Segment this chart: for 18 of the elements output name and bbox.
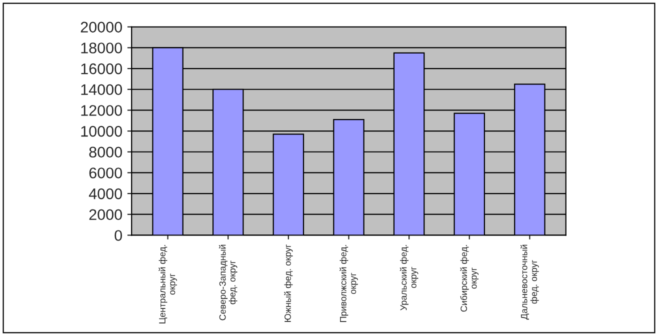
y-tick-label: 12000 bbox=[81, 105, 122, 116]
y-tick-label: 10000 bbox=[81, 126, 122, 137]
x-tick-label: Приволжский фед. округ bbox=[340, 245, 358, 322]
y-tick-label: 14000 bbox=[81, 84, 122, 96]
y-tick-label: 6000 bbox=[89, 168, 122, 178]
x-tick-label: Дальневосточный фед. округ bbox=[520, 244, 539, 320]
x-tick-label: Центральный фед. округ bbox=[158, 245, 177, 324]
y-tick-label: 16000 bbox=[81, 63, 122, 74]
x-tick-label: Северо-Западный фед. округ bbox=[218, 244, 238, 320]
y-tick-label: 2000 bbox=[89, 209, 122, 220]
x-tick-label: Южный фед. округ bbox=[284, 244, 293, 322]
x-tick-label: Уральский фед. округ bbox=[400, 245, 418, 310]
x-tick-label: Сибирский фед. округ bbox=[460, 245, 479, 312]
y-tick-label: 0 bbox=[114, 230, 122, 241]
y-tick-label: 8000 bbox=[89, 146, 122, 158]
y-tick-label: 4000 bbox=[88, 188, 122, 200]
y-tick-label: 18000 bbox=[81, 42, 122, 54]
y-tick-label: 20000 bbox=[80, 22, 122, 33]
